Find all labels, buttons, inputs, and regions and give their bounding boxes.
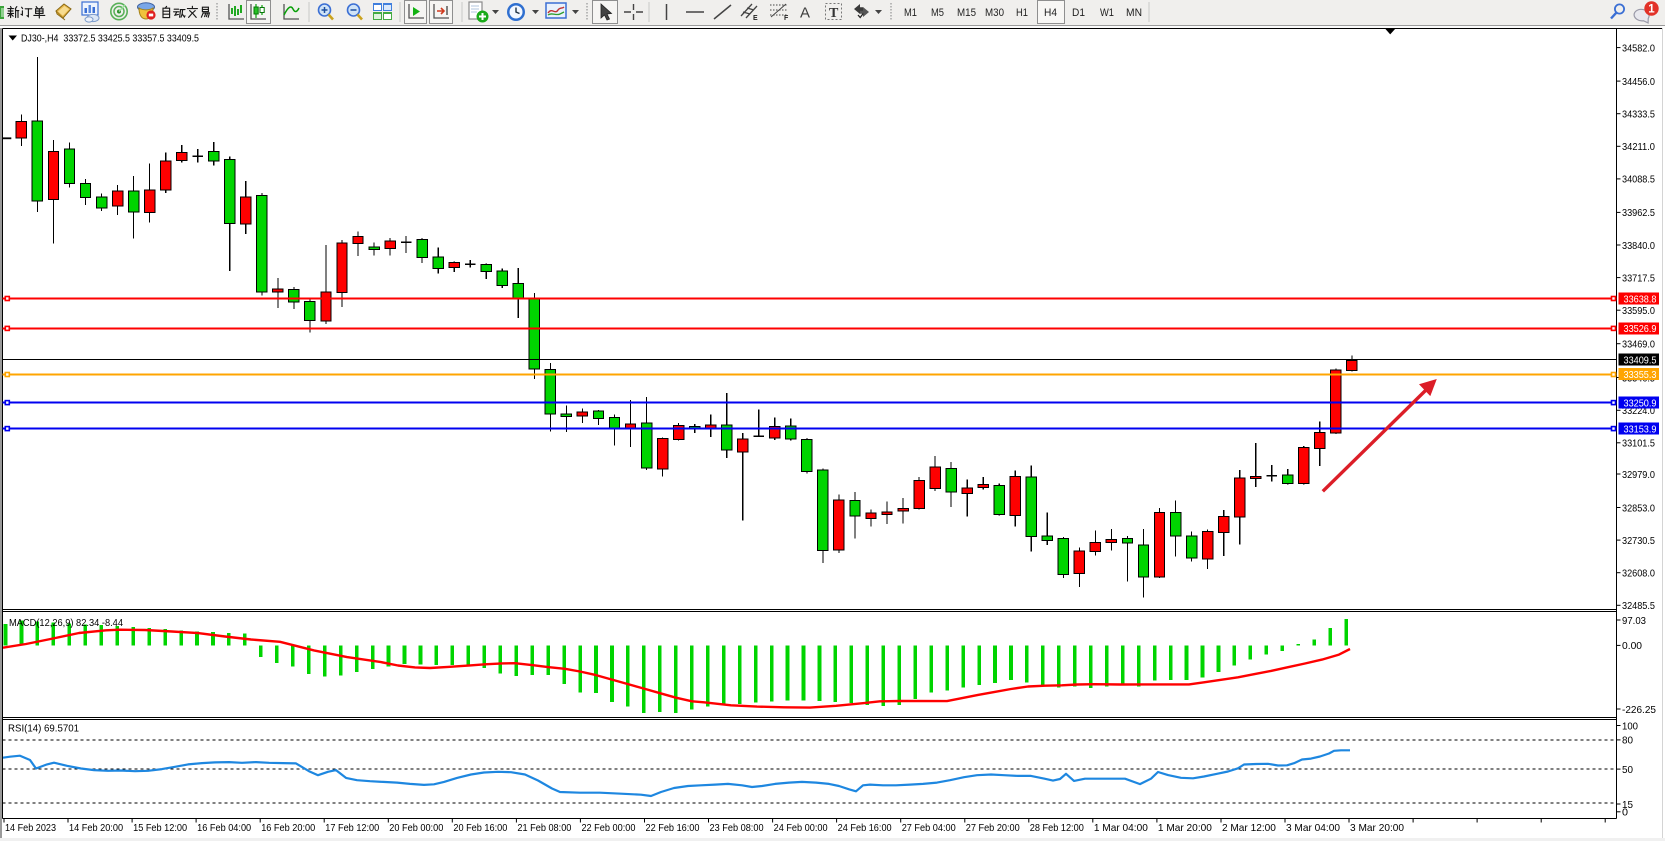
svg-text:33409.5: 33409.5 — [1624, 354, 1657, 366]
svg-text:33250.9: 33250.9 — [1624, 397, 1657, 409]
svg-text:33526.9: 33526.9 — [1624, 323, 1657, 335]
svg-text:M5: M5 — [931, 7, 944, 19]
svg-text:33717.5: 33717.5 — [1622, 272, 1655, 284]
svg-text:24 Feb 00:00: 24 Feb 00:00 — [774, 822, 828, 834]
svg-text:28 Feb 12:00: 28 Feb 12:00 — [1030, 822, 1084, 834]
svg-text:33153.9: 33153.9 — [1624, 423, 1657, 435]
svg-text:33101.5: 33101.5 — [1622, 438, 1655, 450]
svg-text:32485.5: 32485.5 — [1622, 600, 1655, 612]
svg-text:A: A — [800, 5, 810, 22]
svg-text:3 Mar 04:00: 3 Mar 04:00 — [1286, 822, 1340, 834]
svg-text:33595.0: 33595.0 — [1622, 305, 1655, 317]
svg-text:22 Feb 16:00: 22 Feb 16:00 — [646, 822, 700, 834]
svg-text:32979.0: 32979.0 — [1622, 469, 1655, 481]
svg-text:23 Feb 08:00: 23 Feb 08:00 — [710, 822, 764, 834]
svg-text:32730.5: 32730.5 — [1622, 535, 1655, 547]
svg-text:32608.0: 32608.0 — [1622, 568, 1655, 580]
svg-text:W1: W1 — [1100, 7, 1114, 19]
svg-text:-226.25: -226.25 — [1622, 704, 1656, 716]
svg-text:M30: M30 — [985, 7, 1004, 19]
svg-text:1: 1 — [1648, 4, 1655, 16]
svg-text:RSI(14) 69.5701: RSI(14) 69.5701 — [8, 723, 79, 735]
svg-text:14 Feb 20:00: 14 Feb 20:00 — [69, 822, 123, 834]
svg-text:22 Feb 00:00: 22 Feb 00:00 — [581, 822, 635, 834]
svg-text:DJ30-,H4 33372.5 33425.5 3335: DJ30-,H4 33372.5 33425.5 33357.5 33409.5 — [21, 33, 199, 45]
svg-text:M1: M1 — [904, 7, 917, 19]
svg-text:16 Feb 04:00: 16 Feb 04:00 — [197, 822, 251, 834]
svg-text:50: 50 — [1622, 764, 1633, 776]
svg-text:1 Mar 04:00: 1 Mar 04:00 — [1094, 822, 1148, 834]
svg-text:32853.0: 32853.0 — [1622, 502, 1655, 514]
svg-text:33962.5: 33962.5 — [1622, 207, 1655, 219]
svg-text:H1: H1 — [1016, 7, 1028, 19]
svg-text:34582.0: 34582.0 — [1622, 42, 1655, 54]
svg-text:14 Feb 2023: 14 Feb 2023 — [5, 822, 56, 834]
svg-text:33469.0: 33469.0 — [1622, 339, 1655, 351]
svg-text:34088.5: 34088.5 — [1622, 174, 1655, 186]
svg-text:33355.3: 33355.3 — [1624, 369, 1657, 381]
svg-text:27 Feb 20:00: 27 Feb 20:00 — [966, 822, 1020, 834]
svg-text:0: 0 — [1622, 807, 1628, 819]
svg-text:MACD(12,26,9) 82.34 -8.44: MACD(12,26,9) 82.34 -8.44 — [9, 617, 123, 629]
svg-text:34333.5: 34333.5 — [1622, 109, 1655, 121]
svg-text:33638.8: 33638.8 — [1624, 293, 1657, 305]
svg-text:20 Feb 16:00: 20 Feb 16:00 — [453, 822, 507, 834]
svg-text:2 Mar 12:00: 2 Mar 12:00 — [1222, 822, 1276, 834]
svg-text:0.00: 0.00 — [1622, 640, 1642, 652]
svg-text:20 Feb 00:00: 20 Feb 00:00 — [389, 822, 443, 834]
svg-text:16 Feb 20:00: 16 Feb 20:00 — [261, 822, 315, 834]
svg-text:100: 100 — [1622, 720, 1638, 732]
svg-text:D1: D1 — [1072, 7, 1085, 19]
svg-text:15 Feb 12:00: 15 Feb 12:00 — [133, 822, 187, 834]
svg-text:24 Feb 16:00: 24 Feb 16:00 — [838, 822, 892, 834]
svg-text:17 Feb 12:00: 17 Feb 12:00 — [325, 822, 379, 834]
svg-text:15: 15 — [1622, 799, 1633, 811]
svg-text:34211.0: 34211.0 — [1622, 141, 1655, 153]
svg-text:1 Mar 20:00: 1 Mar 20:00 — [1158, 822, 1212, 834]
svg-text:M15: M15 — [957, 7, 976, 19]
svg-text:21 Feb 08:00: 21 Feb 08:00 — [517, 822, 571, 834]
svg-text:27 Feb 04:00: 27 Feb 04:00 — [902, 822, 956, 834]
svg-text:T: T — [829, 6, 839, 21]
svg-text:3 Mar 20:00: 3 Mar 20:00 — [1350, 822, 1404, 834]
svg-text:E: E — [753, 15, 758, 22]
svg-text:MN: MN — [1126, 7, 1142, 19]
svg-text:34456.0: 34456.0 — [1622, 76, 1655, 88]
svg-text:33840.0: 33840.0 — [1622, 240, 1655, 252]
svg-text:80: 80 — [1622, 735, 1633, 747]
svg-text:H4: H4 — [1044, 7, 1057, 19]
svg-text:F: F — [784, 15, 789, 22]
svg-text:97.03: 97.03 — [1622, 615, 1646, 627]
